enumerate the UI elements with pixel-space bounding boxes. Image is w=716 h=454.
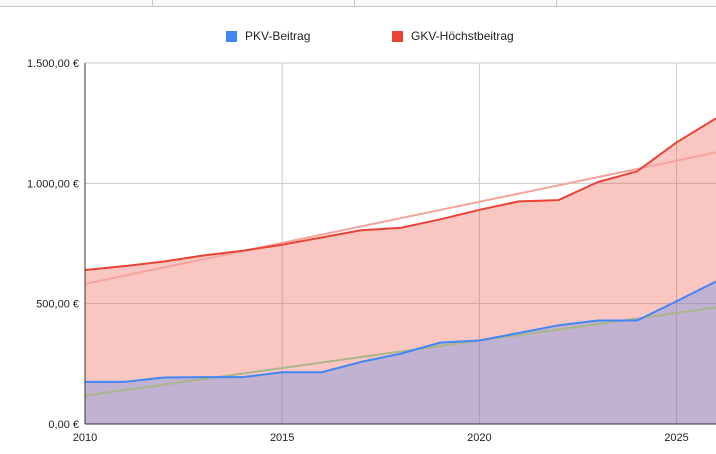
trendline-pkv — [84, 306, 716, 397]
x-tick-label: 2020 — [467, 432, 491, 444]
y-tick-label: 1.000,00 € — [27, 178, 79, 190]
x-tick-label: 2025 — [664, 432, 688, 444]
column-separator — [152, 0, 153, 6]
y-tick-label: 1.500,00 € — [27, 58, 79, 70]
legend-item-gkv[interactable]: GKV-Höchstbeitrag — [392, 28, 514, 44]
area-pkv — [85, 281, 716, 424]
area-gkv — [85, 118, 716, 424]
y-tick-label: 0,00 € — [48, 419, 79, 431]
line-gkv — [84, 117, 716, 271]
column-separator — [556, 0, 557, 6]
header-strip — [0, 0, 716, 7]
legend-swatch-pkv — [226, 30, 237, 42]
legend-label-pkv: PKV-Beitrag — [245, 29, 311, 43]
column-separator — [354, 0, 355, 6]
trendline-gkv — [84, 151, 716, 285]
x-tick-label: 2010 — [73, 432, 97, 444]
y-tick-label: 500,00 € — [36, 299, 79, 311]
x-tick-label: 2015 — [270, 432, 294, 444]
legend-item-pkv[interactable]: PKV-Beitrag — [226, 28, 310, 44]
line-pkv — [85, 280, 716, 383]
legend-label-gkv: GKV-Höchstbeitrag — [411, 29, 514, 43]
legend-swatch-gkv — [392, 30, 403, 42]
